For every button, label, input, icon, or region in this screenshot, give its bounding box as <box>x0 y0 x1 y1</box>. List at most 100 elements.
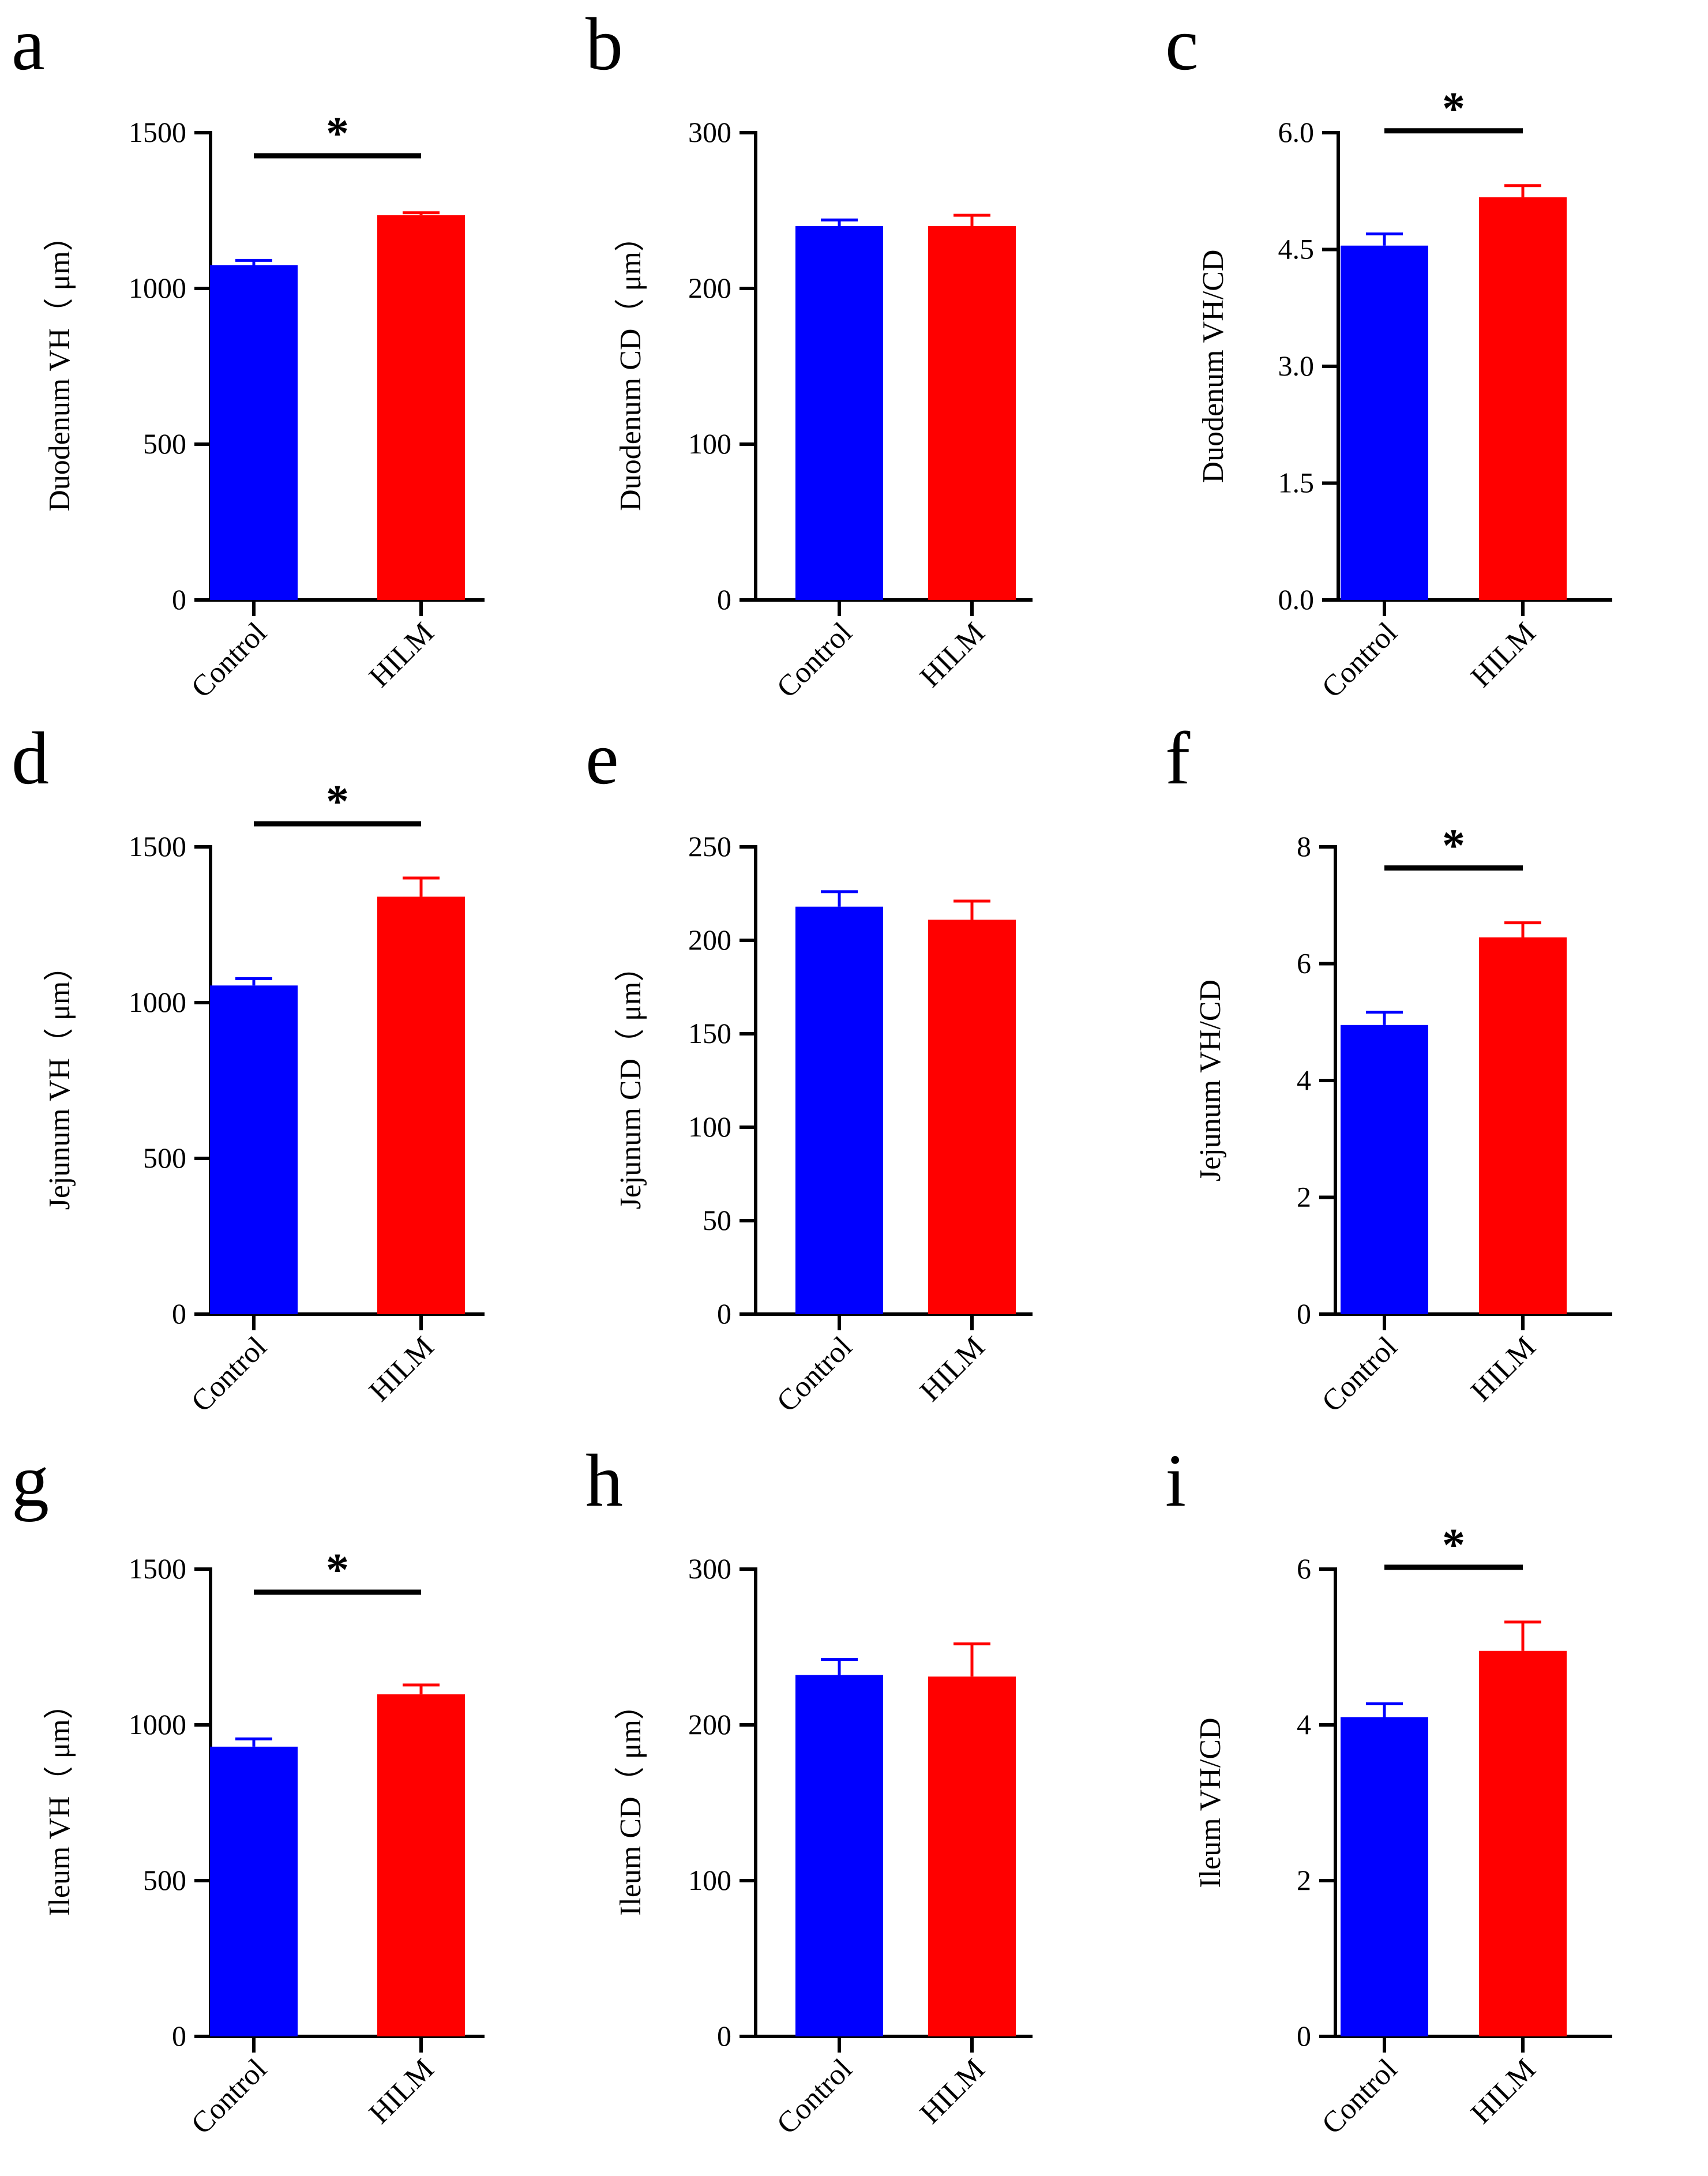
significance-marker: * <box>326 108 349 159</box>
y-axis-label: Duodenum VH（ μm） <box>43 221 76 512</box>
x-tick-label: Control <box>771 1330 859 1419</box>
panel-g: g 0 500 1000 1500 Ileum VH（ μm） Control HILM * <box>12 1439 485 2141</box>
y-tick-label: 500 <box>143 1142 186 1174</box>
y-tick-label: 100 <box>688 1864 731 1896</box>
bar-hilm <box>377 215 465 601</box>
x-tick-label: HILM <box>1465 616 1542 693</box>
y-tick-label: 6 <box>1297 947 1311 980</box>
panel-h: h 0 100 200 300 Ileum CD（ μm） Control HILM <box>585 1439 1033 2141</box>
y-tick-label: 4.5 <box>1278 233 1315 265</box>
y-tick-label: 6.0 <box>1278 116 1315 148</box>
x-tick-label: Control <box>1316 2053 1404 2141</box>
y-tick-label: 0 <box>172 2020 186 2052</box>
y-tick-label: 300 <box>688 1552 731 1585</box>
y-tick-label: 8 <box>1297 830 1311 862</box>
y-tick-label: 100 <box>688 1110 731 1143</box>
y-tick-label: 2 <box>1297 1864 1311 1896</box>
y-tick-label: 1500 <box>129 1552 186 1585</box>
y-tick-label: 50 <box>703 1204 731 1236</box>
x-tick-label: Control <box>771 616 859 704</box>
y-axis-label: Ileum CD（ μm） <box>614 1690 647 1916</box>
x-tick-label: HILM <box>914 616 991 693</box>
panel-letter: f <box>1165 717 1191 800</box>
x-tick-label: Control <box>1316 616 1404 704</box>
y-tick-label: 6 <box>1297 1552 1311 1585</box>
bar-control <box>210 985 298 1314</box>
y-tick-label: 1000 <box>129 986 186 1018</box>
bar-control <box>795 1675 883 2036</box>
bar-control <box>210 1746 298 2036</box>
x-tick-label: Control <box>185 1330 273 1419</box>
x-tick-label: HILM <box>1465 1330 1542 1408</box>
bar-hilm <box>377 896 465 1314</box>
panel-c: c 0.0 1.5 3.0 4.5 6.0 Duodenum VH/CD Control HIL… <box>1165 3 1612 704</box>
panel-letter: e <box>585 717 619 800</box>
y-tick-label: 100 <box>688 427 731 460</box>
x-tick-label: HILM <box>914 2053 991 2130</box>
bar-control <box>1341 245 1428 600</box>
y-tick-label: 200 <box>688 1708 731 1740</box>
x-tick-label: Control <box>771 2053 859 2141</box>
x-tick-label: HILM <box>363 616 440 693</box>
y-tick-label: 500 <box>143 1864 186 1896</box>
panel-b: b 0 100 200 300 Duodenum CD（ μm） Control HILM <box>585 3 1033 704</box>
panel-f: f 0 2 4 6 8 Jejunum VH/CD Control HILM * <box>1165 717 1612 1419</box>
significance-marker: * <box>1442 1520 1465 1571</box>
y-axis-label: Jejunum CD（ μm） <box>614 952 647 1210</box>
y-tick-label: 1000 <box>129 272 186 304</box>
panel-i: i 0 2 4 6 Ileum VH/CD Control HILM * <box>1165 1439 1612 2141</box>
y-tick-label: 4 <box>1297 1708 1311 1740</box>
x-tick-label: HILM <box>363 1330 440 1408</box>
y-tick-label: 1.5 <box>1278 467 1315 499</box>
panel-letter: h <box>585 1439 623 1522</box>
x-tick-label: HILM <box>1465 2053 1542 2130</box>
panel-letter: a <box>12 3 45 86</box>
panel-a: a 0 500 1000 1500 Duodenum VH（ μm） Control HILM… <box>12 3 485 704</box>
panel-d: d 0 500 1000 1500 Jejunum VH（ μm） Control HILM * <box>12 717 485 1419</box>
y-tick-label: 1000 <box>129 1708 186 1740</box>
bar-control <box>1341 1717 1428 2036</box>
y-axis-label: Ileum VH/CD <box>1194 1717 1227 1888</box>
x-tick-label: HILM <box>914 1330 991 1408</box>
y-tick-label: 500 <box>143 427 186 460</box>
bar-hilm <box>377 1694 465 2036</box>
y-tick-label: 300 <box>688 116 731 148</box>
bar-hilm <box>928 226 1016 600</box>
x-tick-label: Control <box>1316 1330 1404 1419</box>
bar-hilm <box>928 1676 1016 2036</box>
panel-letter: c <box>1165 3 1199 86</box>
significance-marker: * <box>326 1545 349 1596</box>
panel-letter: g <box>12 1439 49 1522</box>
y-axis-label: Jejunum VH（ μm） <box>43 951 76 1210</box>
bar-control <box>1341 1025 1428 1314</box>
y-tick-label: 0 <box>717 583 731 616</box>
y-tick-label: 2 <box>1297 1181 1311 1213</box>
y-axis-label: Ileum VH（ μm） <box>43 1689 76 1916</box>
y-tick-label: 1500 <box>129 116 186 148</box>
bar-hilm <box>1479 937 1567 1314</box>
x-tick-label: Control <box>185 616 273 704</box>
bar-hilm <box>1479 1650 1567 2036</box>
y-tick-label: 200 <box>688 272 731 304</box>
y-axis-label: Duodenum VH/CD <box>1197 250 1230 483</box>
bar-control <box>795 906 883 1314</box>
y-axis-label: Jejunum VH/CD <box>1194 980 1227 1181</box>
panel-letter: i <box>1165 1439 1186 1522</box>
y-tick-label: 4 <box>1297 1064 1311 1096</box>
bar-hilm <box>928 920 1016 1314</box>
panel-e: e 0 50 100 150 200 250 Jejunum CD（ μm） Control HI… <box>585 717 1033 1419</box>
y-tick-label: 0 <box>172 583 186 616</box>
significance-marker: * <box>1442 84 1465 134</box>
y-tick-label: 1500 <box>129 830 186 862</box>
panel-letter: d <box>12 717 49 800</box>
y-tick-label: 150 <box>688 1017 731 1049</box>
bar-hilm <box>1479 197 1567 600</box>
y-tick-label: 250 <box>688 830 731 862</box>
y-tick-label: 0 <box>172 1297 186 1330</box>
y-tick-label: 3.0 <box>1278 350 1315 382</box>
y-tick-label: 0 <box>1297 2020 1311 2052</box>
y-tick-label: 0 <box>717 1297 731 1330</box>
significance-marker: * <box>326 776 349 827</box>
x-tick-label: HILM <box>363 2053 440 2130</box>
significance-marker: * <box>1442 821 1465 872</box>
